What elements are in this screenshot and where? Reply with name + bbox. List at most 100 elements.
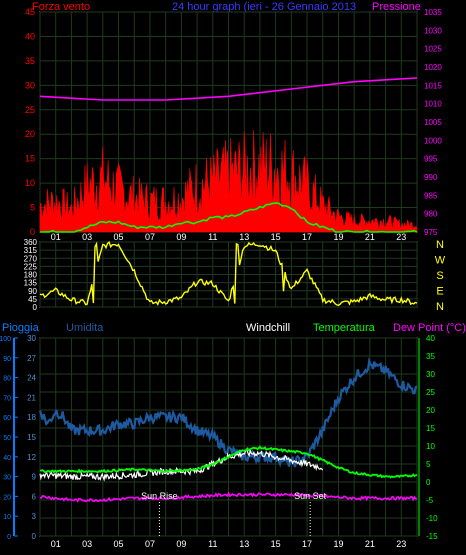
y-tick-label: 40 xyxy=(25,31,35,41)
y-tick-label: 975 xyxy=(424,228,438,237)
x-tick-label: 09 xyxy=(176,539,186,549)
rain-tick-label: 100 xyxy=(0,336,11,343)
x-tick-label: 11 xyxy=(208,232,217,242)
temperature-label: Temperatura xyxy=(313,322,376,334)
x-tick-label: 17 xyxy=(302,232,312,242)
hum-tick-label: 0 xyxy=(32,532,37,541)
temp-tick-label: 20 xyxy=(426,406,435,415)
rain-tick-label: 40 xyxy=(3,455,11,462)
sunset-label: Sun Set xyxy=(294,491,327,501)
compass-label: N xyxy=(436,301,444,313)
humidity-line xyxy=(38,357,418,468)
x-tick-label: 07 xyxy=(145,232,155,242)
x-tick-label: 19 xyxy=(333,539,343,549)
y-tick-label: 0 xyxy=(30,227,35,237)
temp-tick-label: 5 xyxy=(426,460,431,469)
series-layer xyxy=(38,77,418,503)
y-tick-label: 45 xyxy=(25,7,35,17)
y-tick-label: 1025 xyxy=(424,45,442,54)
x-tick-label: 05 xyxy=(114,232,124,242)
temp-tick-label: -10 xyxy=(426,514,438,523)
hum-tick-label: 6 xyxy=(32,492,37,501)
dewpoint-line xyxy=(39,491,418,503)
rain-tick-label: 10 xyxy=(3,514,11,521)
temp-tick-label: 0 xyxy=(426,478,431,487)
y-tick-label: 270 xyxy=(24,254,38,263)
dewpoint-label: Dew Point (°C) xyxy=(393,322,466,334)
y-tick-label: 20 xyxy=(25,129,35,139)
pressure-line xyxy=(39,77,418,101)
temp-tick-label: 10 xyxy=(426,442,435,451)
y-tick-label: 985 xyxy=(424,191,438,200)
windchill-label: Windchill xyxy=(246,322,290,334)
y-tick-label: 135 xyxy=(24,279,38,288)
compass-label: E xyxy=(436,286,443,298)
x-tick-label: 23 xyxy=(396,232,406,242)
x-tick-label: 03 xyxy=(82,539,92,549)
hum-tick-label: 18 xyxy=(27,413,36,422)
hum-tick-label: 9 xyxy=(32,473,37,482)
y-tick-label: 1000 xyxy=(424,136,442,145)
y-tick-label: 1020 xyxy=(424,63,442,72)
x-tick-label: 05 xyxy=(114,539,124,549)
y-tick-label: 45 xyxy=(28,295,37,304)
hum-tick-label: 12 xyxy=(27,453,36,462)
humidity-label: Umidita xyxy=(66,322,104,334)
x-tick-label: 01 xyxy=(51,232,61,242)
x-tick-label: 15 xyxy=(271,232,281,242)
rain-label: Pioggia xyxy=(2,322,40,334)
hum-tick-label: 27 xyxy=(27,354,36,363)
x-tick-label: 21 xyxy=(365,232,375,242)
y-tick-label: 25 xyxy=(25,105,35,115)
windchill-line xyxy=(39,449,324,482)
temp-tick-label: 35 xyxy=(426,352,435,361)
y-tick-label: 0 xyxy=(33,303,38,312)
y-tick-label: 315 xyxy=(24,246,38,255)
rain-tick-label: 90 xyxy=(3,356,11,363)
y-tick-label: 980 xyxy=(424,210,438,219)
temp-tick-label: 30 xyxy=(426,370,435,379)
x-tick-label: 17 xyxy=(302,539,312,549)
graph-title: 24 hour graph (ieri - 26 Gennaio 2013 xyxy=(172,1,356,13)
wind-direction-line xyxy=(39,241,418,307)
wind-force-label: Forza vento xyxy=(32,1,90,13)
x-tick-label: 21 xyxy=(365,539,375,549)
y-tick-label: 10 xyxy=(25,178,35,188)
hum-tick-label: 21 xyxy=(27,393,36,402)
hum-tick-label: 24 xyxy=(27,374,36,383)
y-tick-label: 1010 xyxy=(424,100,442,109)
y-tick-label: 1035 xyxy=(424,8,442,17)
x-tick-label: 01 xyxy=(51,539,61,549)
y-tick-label: 990 xyxy=(424,173,438,182)
hum-tick-label: 30 xyxy=(27,334,36,343)
y-tick-label: 15 xyxy=(25,154,35,164)
wind-avg-line xyxy=(40,202,418,233)
rain-tick-label: 30 xyxy=(3,475,11,482)
rain-tick-label: 0 xyxy=(7,534,11,541)
rain-tick-label: 20 xyxy=(3,494,11,501)
temp-tick-label: 15 xyxy=(426,424,435,433)
x-tick-label: 23 xyxy=(396,539,406,549)
y-tick-label: 180 xyxy=(24,271,38,280)
compass-label: S xyxy=(436,270,443,282)
y-tick-label: 225 xyxy=(24,262,38,271)
compass-label: N xyxy=(436,239,444,251)
x-tick-label: 15 xyxy=(271,539,281,549)
rain-tick-label: 50 xyxy=(3,435,11,442)
temp-tick-label: -5 xyxy=(426,496,434,505)
temperature-line xyxy=(39,445,418,479)
y-tick-label: 1005 xyxy=(424,118,442,127)
axes-layer: 0101030305050707090911111313151517171919… xyxy=(0,7,446,549)
y-tick-label: 5 xyxy=(30,203,35,213)
y-tick-label: 995 xyxy=(424,155,438,164)
x-tick-label: 03 xyxy=(82,232,92,242)
x-tick-label: 09 xyxy=(176,232,186,242)
y-tick-label: 1015 xyxy=(424,81,442,90)
annotation-layer: Sun Rise Sun Set xyxy=(141,491,327,536)
x-tick-label: 13 xyxy=(239,232,249,242)
temp-tick-label: -15 xyxy=(426,532,438,541)
temp-tick-label: 40 xyxy=(426,334,435,343)
pressure-label: Pressione xyxy=(372,1,421,13)
y-tick-label: 360 xyxy=(24,238,38,247)
y-tick-label: 1030 xyxy=(424,26,442,35)
